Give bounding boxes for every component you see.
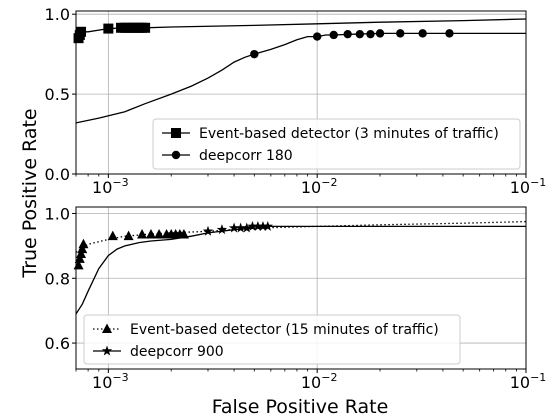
series-1-point — [202, 225, 214, 236]
legend-marker — [101, 345, 113, 356]
series-1-point — [343, 29, 352, 39]
y-tick-label: 0.6 — [45, 334, 70, 353]
series-1-point — [252, 220, 264, 231]
series-0-point — [154, 229, 165, 239]
legend-label: Event-based detector (15 minutes of traf… — [130, 322, 439, 338]
x-axis-label: False Positive Rate — [212, 396, 389, 418]
series-1-point — [366, 29, 375, 39]
top-panel: 10−3 10−2 10−1 0.0 0.5 1.0 Event-based detecto… — [45, 5, 547, 197]
y-tick-label: 1.0 — [45, 204, 70, 223]
series-0-point — [78, 238, 89, 249]
series-1-point — [262, 220, 273, 231]
plot-frame — [75, 10, 527, 175]
legend-label: Event-based detector (3 minutes of traff… — [199, 126, 499, 142]
legend-label: deepcorr 900 — [130, 344, 224, 360]
series-1-point — [312, 32, 322, 41]
legend-marker — [171, 150, 181, 160]
series-1-point — [329, 30, 338, 40]
series-1-point — [247, 220, 258, 231]
legend-label: deepcorr 180 — [199, 148, 293, 164]
series-1-point — [216, 224, 228, 235]
x-tick-label: 10−2 — [301, 176, 338, 197]
series-0-point — [77, 243, 88, 254]
series-1-point — [257, 220, 269, 231]
y-tick-label: 0.8 — [45, 269, 70, 288]
legend-frame — [83, 314, 461, 365]
legend-frame — [152, 118, 521, 170]
series-1-point — [396, 29, 405, 38]
y-tick-label: 1.0 — [45, 5, 70, 24]
legend: Event-based detector (15 minutes of traf… — [83, 314, 461, 365]
series-1-point — [418, 29, 427, 38]
series-0-point — [145, 229, 156, 239]
series-line-1 — [76, 32, 526, 124]
x-tick-label: 10−3 — [92, 371, 129, 392]
legend-marker — [102, 323, 112, 333]
series-0-point — [140, 22, 151, 33]
series-0-point — [76, 248, 87, 258]
series-1-point — [235, 222, 246, 233]
series-1-point — [241, 222, 252, 233]
series-1-point — [250, 49, 259, 59]
series-0-point — [74, 253, 85, 263]
x-tick-label: 10−3 — [92, 176, 129, 197]
plot-frame — [75, 206, 527, 370]
series-0-point — [178, 229, 189, 239]
x-tick-label: 10−1 — [510, 371, 547, 392]
series-line-1 — [76, 225, 526, 315]
y-axis-label: True Positive Rate — [19, 108, 41, 278]
x-tick-label: 10−2 — [301, 371, 338, 392]
series-1-point — [445, 29, 454, 38]
series-1-point — [228, 222, 240, 233]
x-tick-label: 10−1 — [510, 176, 547, 197]
series-0-point — [76, 26, 87, 37]
y-tick-label: 0.5 — [45, 85, 70, 104]
legend-marker — [171, 128, 181, 138]
series-0-point — [107, 230, 118, 241]
y-tick-label: 0.0 — [45, 165, 70, 184]
series-0-point — [123, 230, 134, 241]
series-0-point — [103, 23, 114, 34]
series-0-point — [137, 229, 148, 239]
legend: Event-based detector (3 minutes of traff… — [152, 118, 521, 170]
series-1-point — [355, 29, 364, 39]
bottom-panel: 10−3 10−2 10−1 0.6 0.8 1.0 Event-based detecto… — [45, 204, 547, 392]
series-1-point — [375, 29, 385, 38]
